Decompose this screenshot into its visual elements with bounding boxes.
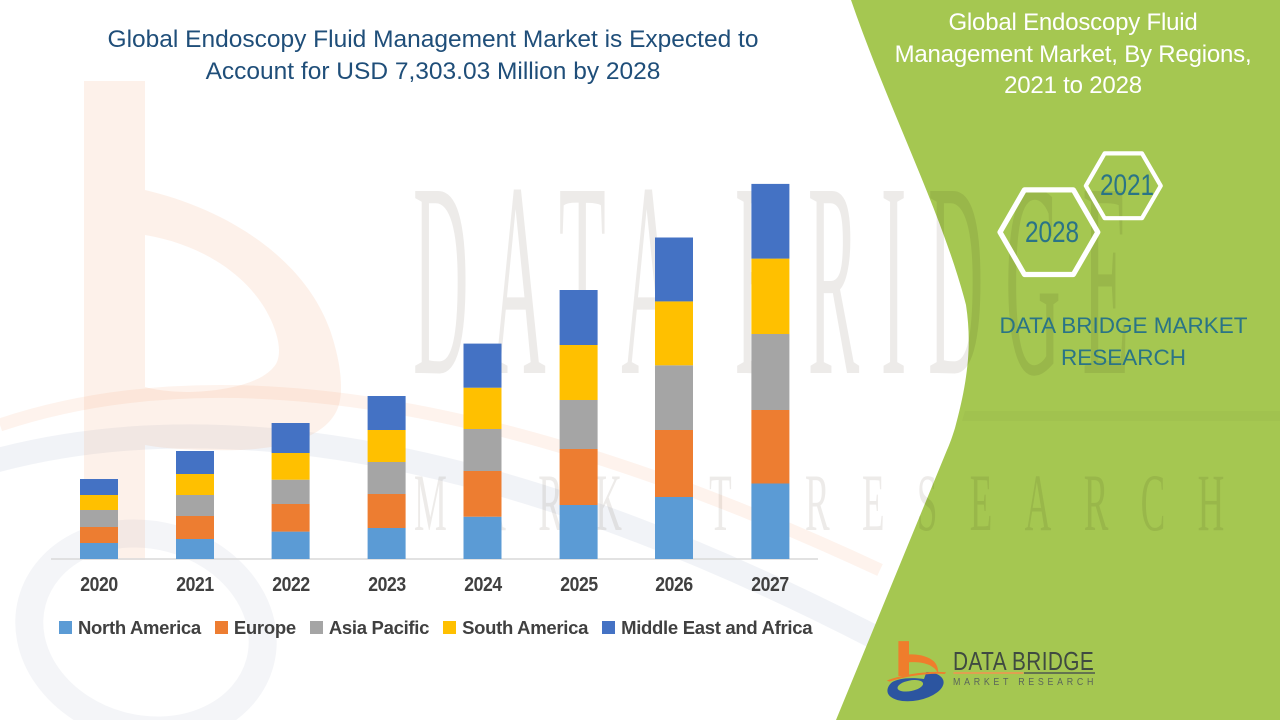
svg-text:MARKET RESEARCH: MARKET RESEARCH	[414, 458, 1257, 548]
